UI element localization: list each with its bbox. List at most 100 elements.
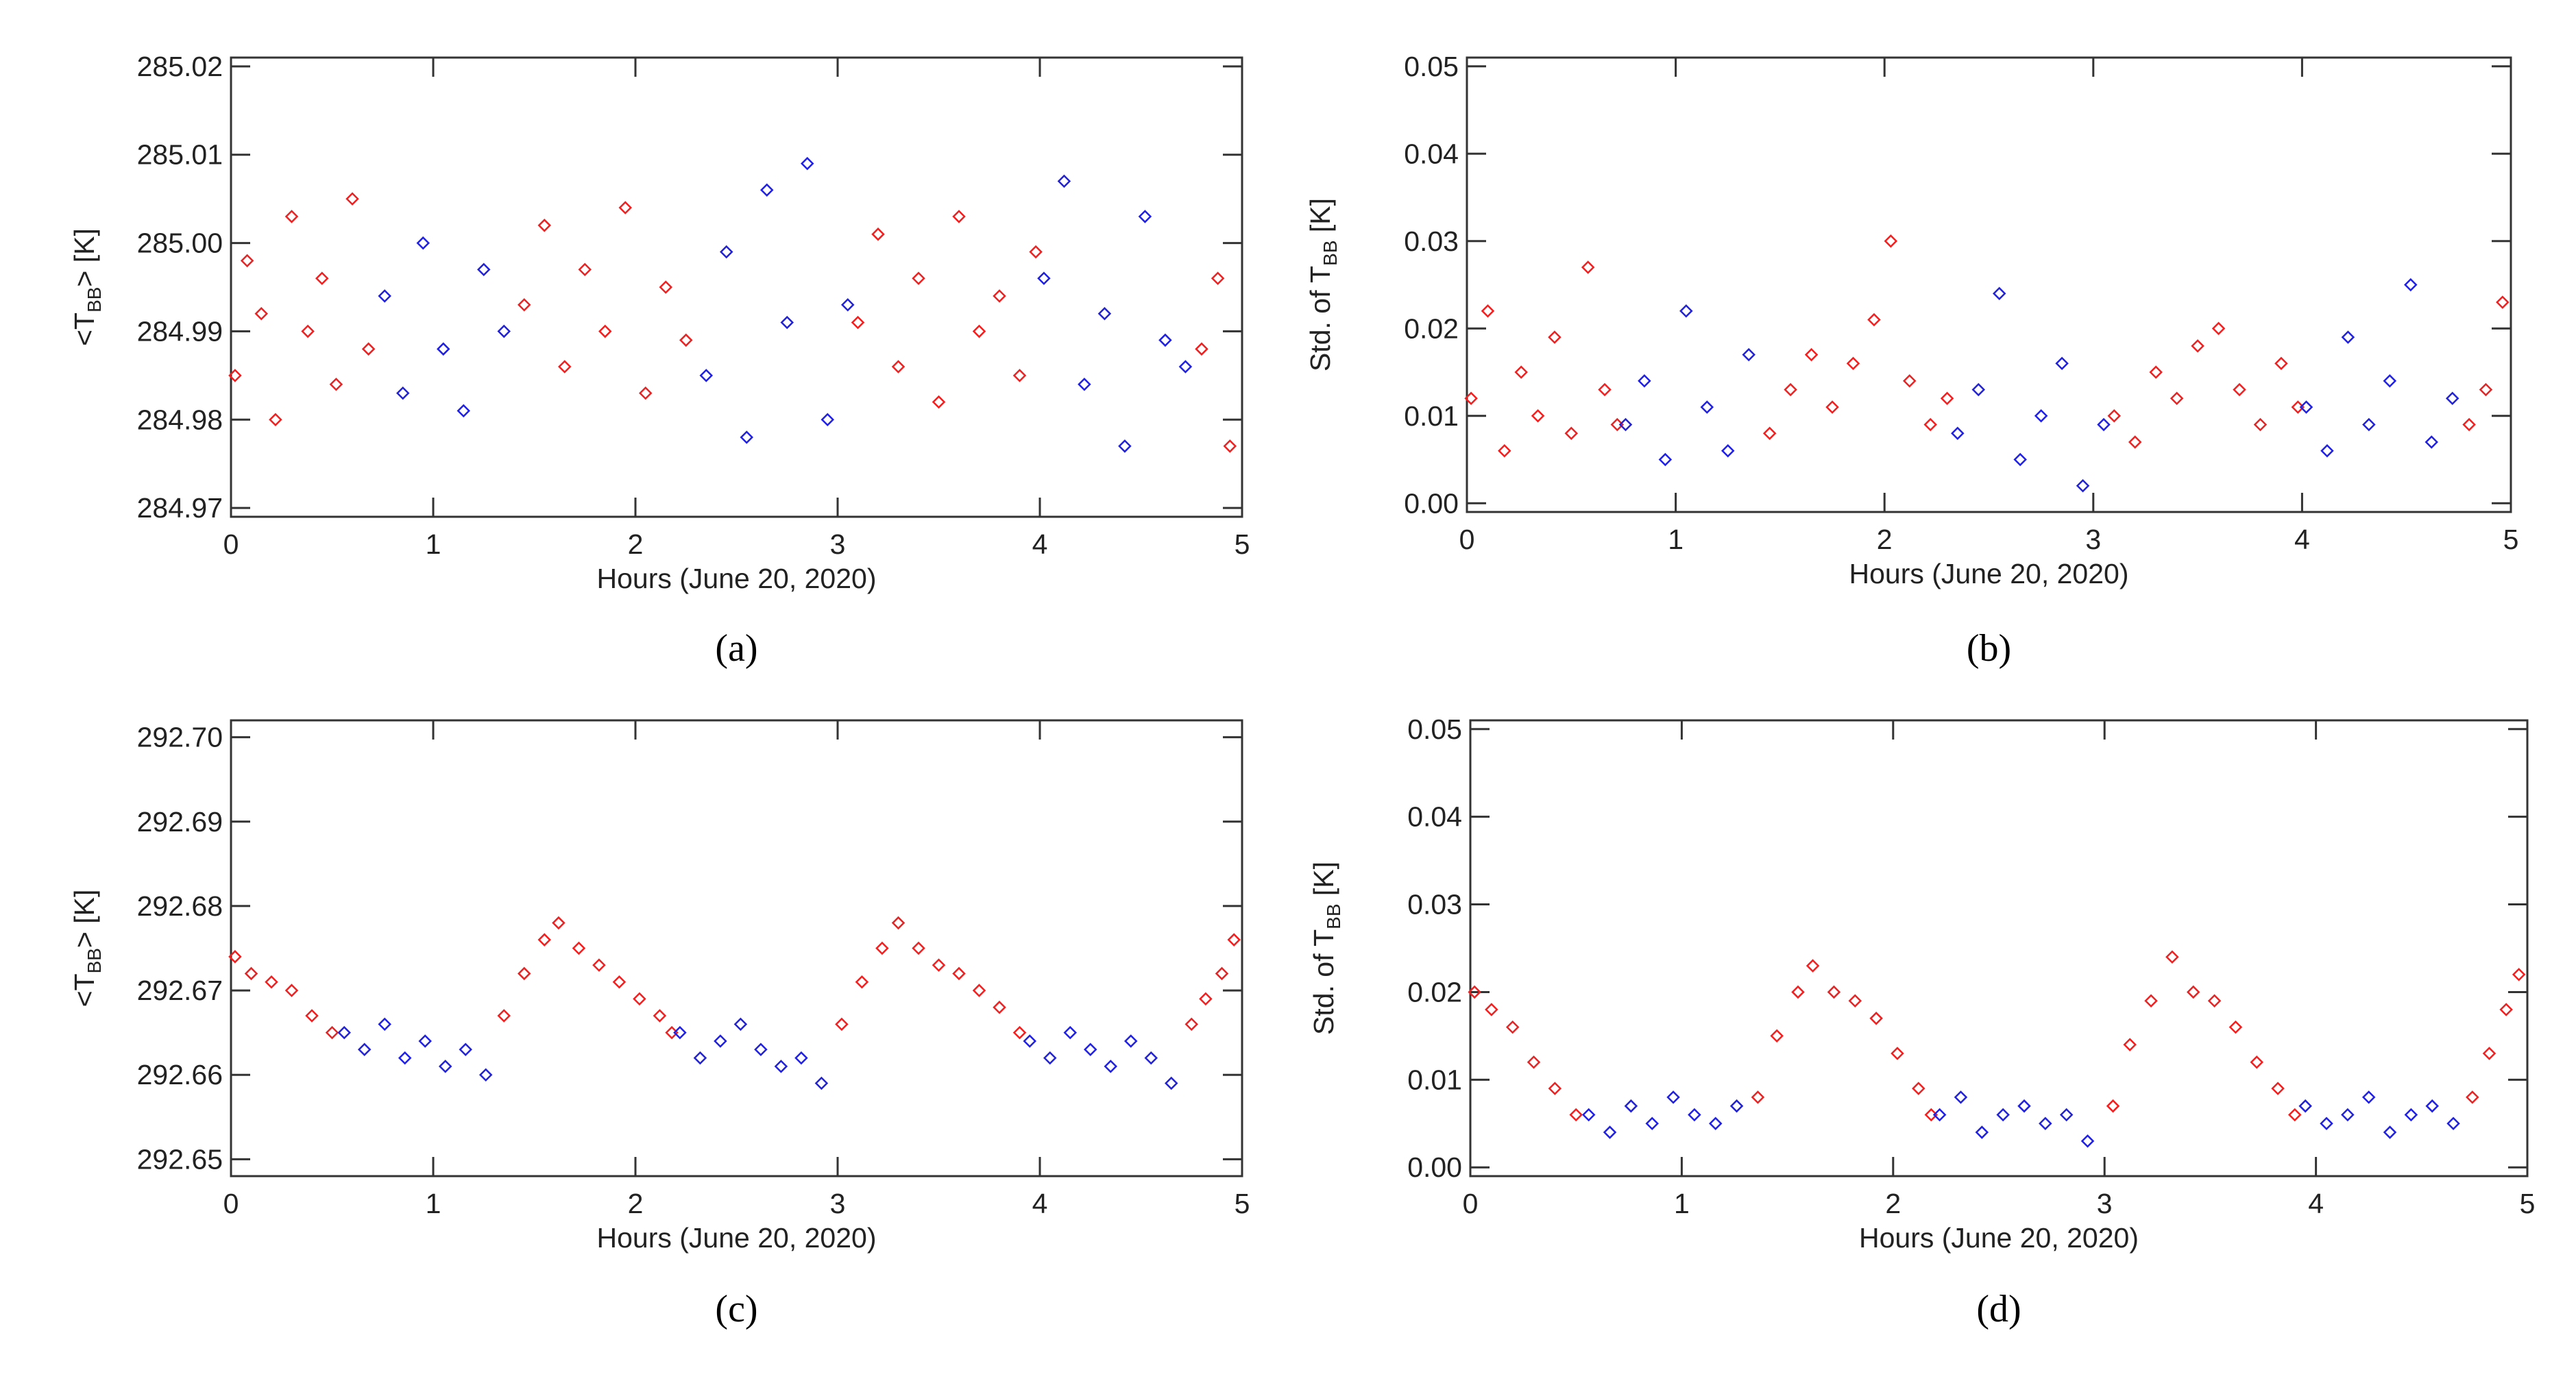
scatter-point: [693, 1051, 707, 1065]
x-tick-label: 3: [830, 528, 846, 560]
y-tick-label: 0.03: [1407, 889, 1462, 920]
scatter-point: [457, 404, 471, 418]
y-tick-label: 0.01: [1407, 1064, 1462, 1095]
scatter-point: [1658, 452, 1673, 467]
scatter-point: [2298, 1099, 2312, 1113]
scatter-point: [2274, 356, 2288, 371]
scatter-point: [2250, 1055, 2264, 1069]
scatter-point: [2425, 1099, 2439, 1113]
scatter-point: [2233, 382, 2246, 397]
scatter-point: [835, 1017, 849, 1032]
y-tick-label: 0.01: [1404, 400, 1459, 432]
scatter-point: [2191, 339, 2204, 353]
scatter-point: [329, 377, 343, 391]
scatter-point: [972, 324, 986, 339]
scatter-point: [2149, 365, 2163, 379]
scatter-point: [2299, 400, 2313, 414]
scatter-point: [2106, 1099, 2120, 1113]
scatter-point: [1227, 933, 1241, 947]
scatter-point: [1954, 1090, 1968, 1104]
y-tick-label: 284.99: [137, 315, 223, 347]
panel-caption: (b): [1967, 627, 2011, 670]
scatter-point: [1564, 426, 1579, 441]
scatter-point: [1827, 985, 1841, 999]
scatter-point: [2446, 1116, 2460, 1131]
scatter-point: [1548, 330, 1562, 344]
x-tick-label: 0: [1463, 1188, 1479, 1219]
scatter-point: [699, 369, 714, 382]
scatter-point: [2076, 478, 2090, 493]
scatter-point: [1023, 1034, 1037, 1048]
y-tick-label: 0.02: [1404, 313, 1459, 344]
scatter-point: [284, 984, 299, 997]
scatter-point: [1891, 1047, 1904, 1060]
scatter-point: [497, 1009, 511, 1023]
y-axis-label-part: BB: [1323, 903, 1344, 929]
scatter-point: [1940, 391, 1954, 406]
x-tick-label: 4: [1032, 1188, 1048, 1219]
scatter-point: [1144, 1051, 1158, 1065]
scatter-point: [993, 289, 1006, 303]
x-tick-label: 1: [426, 528, 441, 560]
scatter-point: [1527, 1055, 1541, 1069]
scatter-point: [244, 966, 258, 981]
scatter-point: [1932, 1108, 1947, 1122]
scatter-point: [557, 360, 572, 374]
scatter-point: [2320, 1116, 2333, 1131]
scatter-point: [228, 950, 242, 964]
scatter-point: [871, 227, 885, 241]
y-tick-label: 284.97: [137, 492, 223, 524]
y-tick-label: 0.00: [1404, 487, 1459, 519]
scatter-point: [2055, 356, 2069, 371]
x-tick-label: 2: [1885, 1188, 1901, 1219]
scatter-point: [578, 263, 592, 276]
scatter-point: [2017, 1099, 2031, 1113]
scatter-point: [1043, 1051, 1057, 1065]
scatter-point: [2404, 1108, 2418, 1122]
scatter-point: [1902, 374, 1917, 388]
scatter-point: [345, 192, 359, 206]
scatter-point: [733, 1017, 748, 1032]
scatter-point: [2097, 417, 2111, 432]
y-tick-label: 284.98: [137, 404, 223, 435]
scatter-point: [1498, 443, 1511, 458]
scatter-point: [1123, 1034, 1138, 1048]
scatter-point: [1097, 306, 1112, 321]
scatter-point: [659, 280, 673, 294]
scatter-point: [719, 245, 733, 259]
scatter-point: [1531, 408, 1545, 423]
y-tick-label: 285.00: [137, 228, 223, 259]
scatter-point: [418, 1034, 432, 1048]
scatter-point: [1721, 443, 1735, 458]
scatter-point: [1083, 1042, 1097, 1057]
scatter-point: [2253, 417, 2268, 432]
scatter-point: [1199, 992, 1213, 1006]
x-tick-label: 4: [1032, 528, 1048, 560]
scatter-point: [228, 369, 242, 382]
scatter-point: [891, 916, 906, 930]
x-tick-label: 1: [426, 1188, 441, 1219]
scatter-point: [1806, 959, 1820, 973]
x-axis-label: Hours (June 20, 2020): [1849, 558, 2129, 589]
x-axis-label: Hours (June 20, 2020): [1859, 1222, 2139, 1254]
scatter-point: [2165, 950, 2179, 964]
scatter-point: [1481, 304, 1495, 318]
scatter-point: [478, 1068, 493, 1082]
scatter-point: [1195, 342, 1208, 356]
x-tick-label: 2: [628, 528, 644, 560]
x-tick-label: 5: [1235, 528, 1250, 560]
scatter-point: [952, 210, 966, 223]
scatter-point: [572, 941, 586, 955]
scatter-point: [653, 1009, 667, 1023]
scatter-point: [592, 958, 606, 972]
x-tick-label: 3: [830, 1188, 846, 1219]
scatter-point: [673, 1025, 687, 1040]
scatter-point: [1848, 994, 1862, 1008]
scatter-point: [1791, 985, 1805, 999]
scatter-point: [1751, 1090, 1765, 1104]
scatter-point: [760, 183, 774, 197]
scatter-point: [1548, 1082, 1562, 1095]
scatter-point: [2107, 408, 2122, 423]
